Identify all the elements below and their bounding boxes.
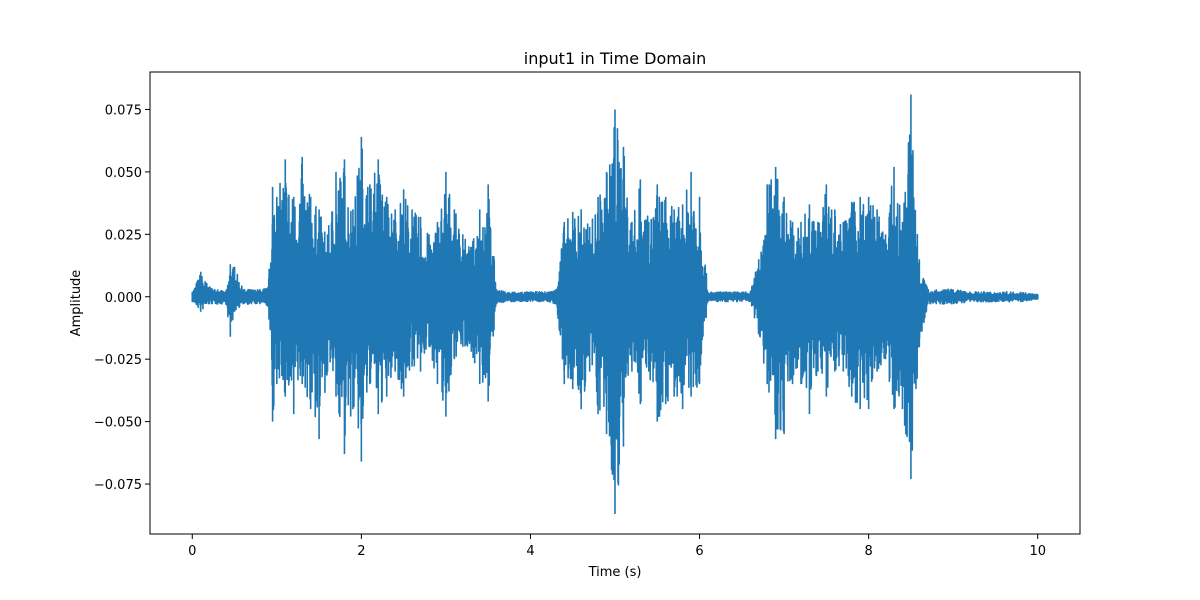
y-tick-label: 0.075 bbox=[105, 103, 142, 118]
y-tick-label: 0.050 bbox=[105, 166, 142, 181]
y-tick-label: −0.025 bbox=[94, 353, 142, 368]
plot-area bbox=[191, 94, 1039, 515]
x-axis: 0 2 4 6 8 10 bbox=[188, 534, 1046, 559]
y-tick-label: 0.025 bbox=[105, 228, 142, 243]
x-axis-label: Time (s) bbox=[588, 565, 642, 580]
x-tick-label: 6 bbox=[695, 544, 703, 559]
x-tick-label: 8 bbox=[864, 544, 872, 559]
x-tick-label: 0 bbox=[188, 544, 196, 559]
y-tick-label: 0.000 bbox=[105, 291, 142, 306]
x-tick-label: 4 bbox=[526, 544, 534, 559]
chart-title: input1 in Time Domain bbox=[524, 49, 706, 68]
x-tick-label: 2 bbox=[357, 544, 365, 559]
waveform-series-line bbox=[191, 94, 1039, 515]
y-tick-label: −0.075 bbox=[94, 478, 142, 493]
y-axis: −0.075 −0.050 −0.025 0.000 0.025 0.050 0.075 bbox=[94, 103, 150, 493]
y-axis-label: Amplitude bbox=[69, 270, 84, 337]
axes-frame bbox=[149, 71, 1081, 535]
x-tick-label: 10 bbox=[1029, 544, 1046, 559]
y-tick-label: −0.050 bbox=[94, 416, 142, 431]
